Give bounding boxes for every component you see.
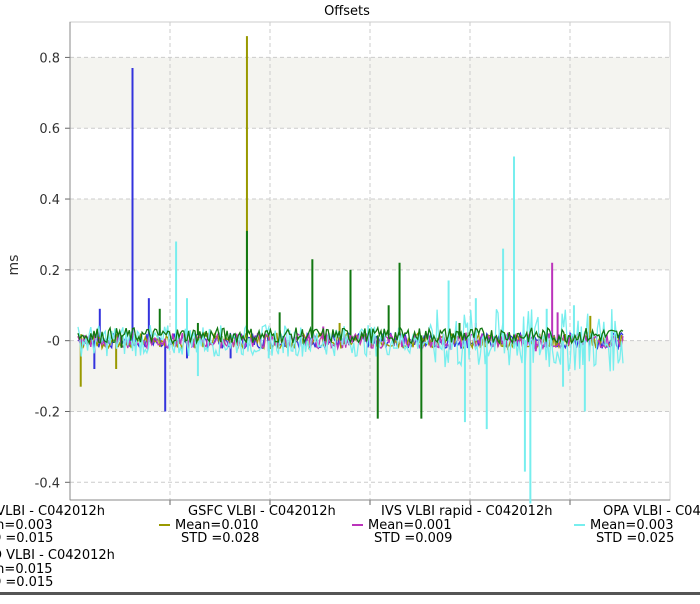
- legend-series-name: G VLBI - C042012h: [0, 504, 105, 519]
- legend-std: STD =0.015: [0, 531, 53, 546]
- legend-mean: Mean=0.015: [0, 562, 53, 577]
- legend-std: STD =0.025: [596, 531, 674, 546]
- legend-mean: Mean=0.003: [590, 518, 674, 533]
- y-tick-label: 0.4: [39, 193, 60, 208]
- y-tick-label: 0.6: [39, 122, 60, 137]
- legend-std: STD =0.009: [374, 531, 452, 546]
- y-axis-label: ms: [6, 255, 22, 276]
- bottom-divider: [0, 592, 700, 595]
- legend-std: STD =0.015: [0, 575, 53, 590]
- y-tick-label: 0.8: [39, 51, 60, 66]
- plot-area: 0.8 0.6 0.4 0.2 -0 -0.2 -0.4: [35, 21, 671, 505]
- y-tick-label: -0.2: [35, 405, 60, 420]
- y-tick-label: 0.2: [39, 264, 60, 279]
- legend-mean: Mean=0.001: [368, 518, 452, 533]
- legend-series-name: OPA VLBI - C042012h: [603, 504, 700, 519]
- series-4-trace: [77, 325, 624, 346]
- legend-series-name: IVS VLBI rapid - C042012h: [381, 504, 552, 519]
- y-tick-label: -0.4: [35, 476, 60, 491]
- legend-std: STD =0.028: [181, 531, 259, 546]
- legend-mean: Mean=0.010: [175, 518, 259, 533]
- series-3-trace: [77, 309, 624, 372]
- chart-title: Offsets: [324, 4, 370, 19]
- legend-series-name: GSFC VLBI - C042012h: [188, 504, 336, 519]
- legend-mean: Mean=0.003: [0, 518, 53, 533]
- legend-series-name: NO VLBI - C042012h: [0, 548, 115, 563]
- y-tick-label: -0: [47, 335, 60, 350]
